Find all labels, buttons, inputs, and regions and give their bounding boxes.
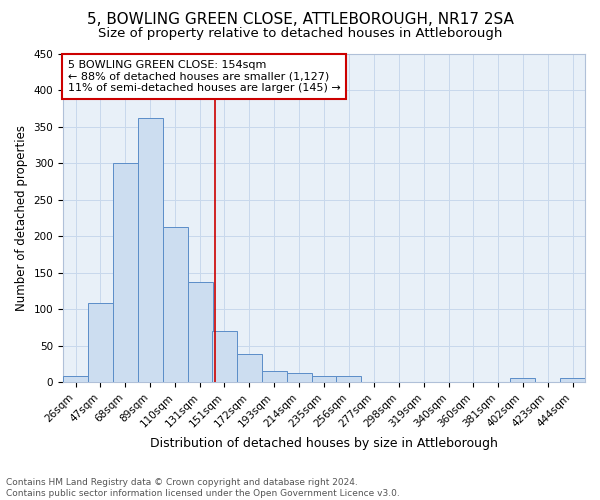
- Bar: [138, 118, 163, 382]
- Text: Contains HM Land Registry data © Crown copyright and database right 2024.
Contai: Contains HM Land Registry data © Crown c…: [6, 478, 400, 498]
- Bar: [188, 282, 213, 382]
- Bar: [113, 162, 138, 382]
- Y-axis label: Number of detached properties: Number of detached properties: [15, 125, 28, 311]
- Bar: [63, 376, 88, 382]
- X-axis label: Distribution of detached houses by size in Attleborough: Distribution of detached houses by size …: [150, 437, 498, 450]
- Text: 5 BOWLING GREEN CLOSE: 154sqm
← 88% of detached houses are smaller (1,127)
11% o: 5 BOWLING GREEN CLOSE: 154sqm ← 88% of d…: [68, 60, 341, 93]
- Bar: [510, 378, 535, 382]
- Bar: [212, 331, 236, 382]
- Bar: [88, 302, 113, 382]
- Bar: [262, 371, 287, 382]
- Bar: [311, 376, 337, 382]
- Bar: [236, 354, 262, 382]
- Bar: [163, 227, 188, 382]
- Bar: [337, 376, 361, 382]
- Text: 5, BOWLING GREEN CLOSE, ATTLEBOROUGH, NR17 2SA: 5, BOWLING GREEN CLOSE, ATTLEBOROUGH, NR…: [86, 12, 514, 28]
- Bar: [560, 378, 585, 382]
- Text: Size of property relative to detached houses in Attleborough: Size of property relative to detached ho…: [98, 28, 502, 40]
- Bar: [287, 372, 311, 382]
